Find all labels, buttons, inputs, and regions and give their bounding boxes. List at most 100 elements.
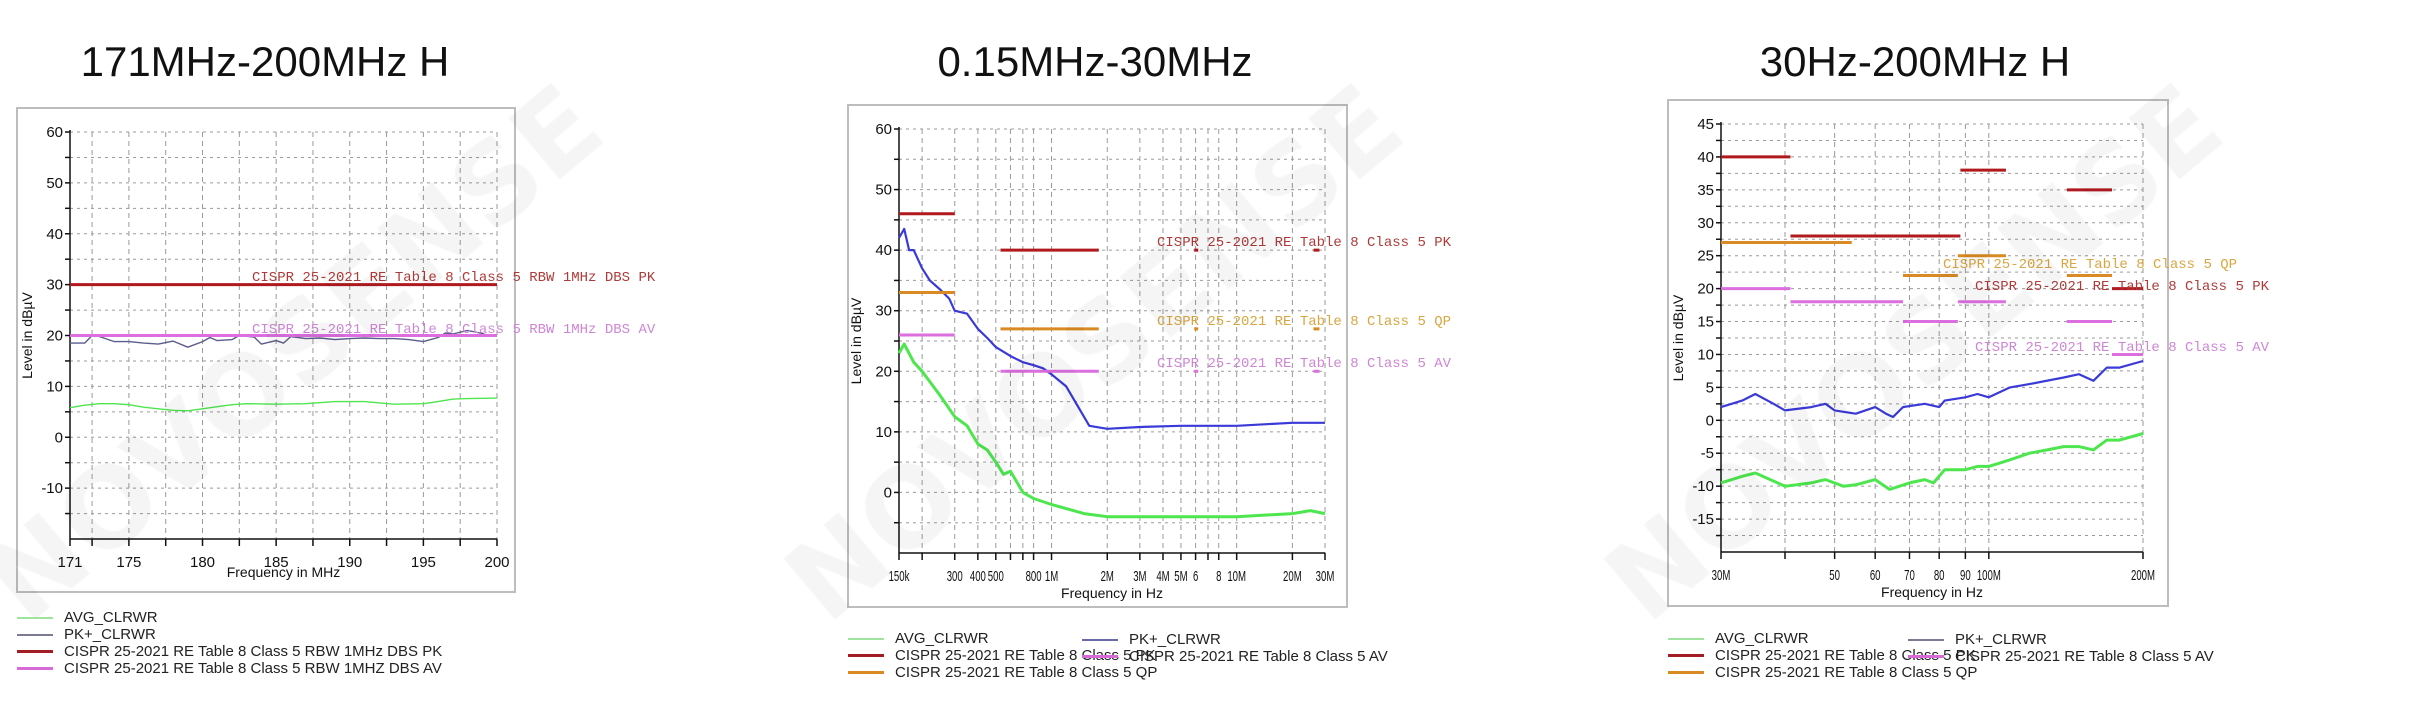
x-tick-label: 200M xyxy=(2131,567,2155,584)
legend-label: PK+_CLRWR xyxy=(64,626,156,643)
legend-item: AVG_CLRWR xyxy=(848,630,1157,647)
legend-label: AVG_CLRWR xyxy=(1715,630,1809,647)
x-tick-label: 70 xyxy=(1904,567,1915,584)
legend-1: AVG_CLRWR PK+_CLRWR CISPR 25-2021 RE Tab… xyxy=(17,609,442,677)
y-tick-label: 30 xyxy=(46,277,63,294)
x-tick-label: 90 xyxy=(1960,567,1971,584)
limit-annotation: CISPR 25-2021 RE Table 8 Class 5 PK xyxy=(1157,235,1452,251)
y-tick-label: 10 xyxy=(875,424,892,441)
legend-label: CISPR 25-2021 RE Table 8 Class 5 AV xyxy=(1955,648,2214,665)
legend-label: AVG_CLRWR xyxy=(895,630,989,647)
legend-item: CISPR 25-2021 RE Table 8 Class 5 PK xyxy=(1668,647,1977,664)
legend-3b: PK+_CLRWR CISPR 25-2021 RE Table 8 Class… xyxy=(1908,631,2214,665)
limit-annotation: CISPR 25-2021 RE Table 8 Class 5 AV xyxy=(1157,356,1452,372)
legend-label: CISPR 25-2021 RE Table 8 Class 5 PK xyxy=(1715,647,1976,664)
legend-2: AVG_CLRWR CISPR 25-2021 RE Table 8 Class… xyxy=(848,630,1157,681)
x-tick-label: 175 xyxy=(116,554,141,571)
legend-swatch xyxy=(1082,638,1118,641)
x-tick-label: 400 xyxy=(970,568,986,585)
x-tick-label: 10M xyxy=(1227,568,1246,585)
legend-item: AVG_CLRWR xyxy=(17,609,442,626)
y-tick-label: 40 xyxy=(1697,149,1714,166)
y-tick-label: 0 xyxy=(884,484,892,501)
legend-label: CISPR 25-2021 RE Table 8 Class 5 AV xyxy=(1129,648,1388,665)
y-tick-label: 50 xyxy=(46,175,63,192)
y-tick-label: 25 xyxy=(1697,248,1714,265)
y-tick-label: 20 xyxy=(46,328,63,345)
x-tick-label: 30M xyxy=(1316,568,1335,585)
legend-item: PK+_CLRWR xyxy=(1908,631,2214,648)
legend-item: PK+_CLRWR xyxy=(1082,631,1388,648)
legend-label: CISPR 25-2021 RE Table 8 Class 5 QP xyxy=(895,664,1158,681)
legend-swatch xyxy=(1668,654,1704,657)
y-tick-label: -10 xyxy=(41,480,63,497)
x-tick-label: 5M xyxy=(1174,568,1187,585)
legend-label: AVG_CLRWR xyxy=(64,609,158,626)
legend-label: PK+_CLRWR xyxy=(1129,631,1221,648)
x-tick-label: 300 xyxy=(947,568,963,585)
legend-2b: PK+_CLRWR CISPR 25-2021 RE Table 8 Class… xyxy=(1082,631,1388,665)
x-tick-label: 150k xyxy=(889,568,910,585)
x-tick-label: 180 xyxy=(190,554,215,571)
limit-annotation: CISPR 25-2021 RE Table 8 Class 5 PK xyxy=(1975,279,2270,295)
y-tick-label: 30 xyxy=(1697,215,1714,232)
y-tick-label: -10 xyxy=(1692,478,1714,495)
y-axis-title: Level in dBµV xyxy=(848,297,864,384)
x-tick-label: 800 xyxy=(1026,568,1042,585)
y-tick-label: 0 xyxy=(1706,412,1714,429)
legend-swatch xyxy=(848,671,884,674)
legend-swatch xyxy=(17,650,53,653)
y-tick-label: 10 xyxy=(46,378,63,395)
x-tick-label: 3M xyxy=(1133,568,1146,585)
x-tick-label: 200 xyxy=(484,554,509,571)
legend-swatch xyxy=(17,633,53,636)
legend-label: PK+_CLRWR xyxy=(1955,631,2047,648)
y-tick-label: 40 xyxy=(46,226,63,243)
x-axis-title: Frequency in Hz xyxy=(1061,585,1163,601)
y-axis-title: Level in dBµV xyxy=(1670,294,1686,381)
legend-label: CISPR 25-2021 RE Table 8 Class 5 RBW 1MH… xyxy=(64,643,443,660)
y-tick-label: 20 xyxy=(875,363,892,380)
legend-item: CISPR 25-2021 RE Table 8 Class 5 AV xyxy=(1908,648,2214,665)
legend-item: CISPR 25-2021 RE Table 8 Class 5 AV xyxy=(1082,648,1388,665)
x-tick-label: 8 xyxy=(1216,568,1221,585)
legend-swatch xyxy=(1668,671,1704,674)
y-tick-label: 10 xyxy=(1697,346,1714,363)
legend-swatch xyxy=(1908,655,1944,658)
legend-swatch xyxy=(1668,637,1704,640)
limit-annotation: CISPR 25-2021 RE Table 8 Class 5 RBW 1MH… xyxy=(252,322,656,338)
legend-swatch xyxy=(848,637,884,640)
legend-item: CISPR 25-2021 RE Table 8 Class 5 RBW 1MH… xyxy=(17,660,442,677)
legend-swatch xyxy=(17,667,53,670)
x-axis-title: Frequency in MHz xyxy=(227,564,341,580)
y-tick-label: 0 xyxy=(55,429,63,446)
x-tick-label: 4M xyxy=(1156,568,1169,585)
y-tick-label: 60 xyxy=(46,124,63,141)
x-tick-label: 195 xyxy=(411,554,436,571)
x-tick-label: 6 xyxy=(1193,568,1198,585)
x-tick-label: 171 xyxy=(57,554,82,571)
legend-label: CISPR 25-2021 RE Table 8 Class 5 RBW 1MH… xyxy=(64,660,442,677)
limit-annotation: CISPR 25-2021 RE Table 8 Class 5 QP xyxy=(1157,314,1451,330)
x-tick-label: 1M xyxy=(1045,568,1058,585)
x-axis-title: Frequency in Hz xyxy=(1881,584,1983,600)
legend-item: CISPR 25-2021 RE Table 8 Class 5 QP xyxy=(1668,664,1977,681)
y-tick-label: 50 xyxy=(875,182,892,199)
x-tick-label: 20M xyxy=(1283,568,1302,585)
x-tick-label: 2M xyxy=(1101,568,1114,585)
x-tick-label: 50 xyxy=(1829,567,1840,584)
legend-label: CISPR 25-2021 RE Table 8 Class 5 PK xyxy=(895,647,1156,664)
y-tick-label: 45 xyxy=(1697,116,1714,133)
y-tick-label: 5 xyxy=(1706,379,1714,396)
legend-item: PK+_CLRWR xyxy=(17,626,442,643)
legend-item: CISPR 25-2021 RE Table 8 Class 5 QP xyxy=(848,664,1157,681)
legend-label: CISPR 25-2021 RE Table 8 Class 5 QP xyxy=(1715,664,1978,681)
y-tick-label: 35 xyxy=(1697,182,1714,199)
limit-annotation: CISPR 25-2021 RE Table 8 Class 5 RBW 1MH… xyxy=(252,270,656,286)
y-tick-label: -5 xyxy=(1701,445,1714,462)
y-tick-label: 30 xyxy=(875,303,892,320)
